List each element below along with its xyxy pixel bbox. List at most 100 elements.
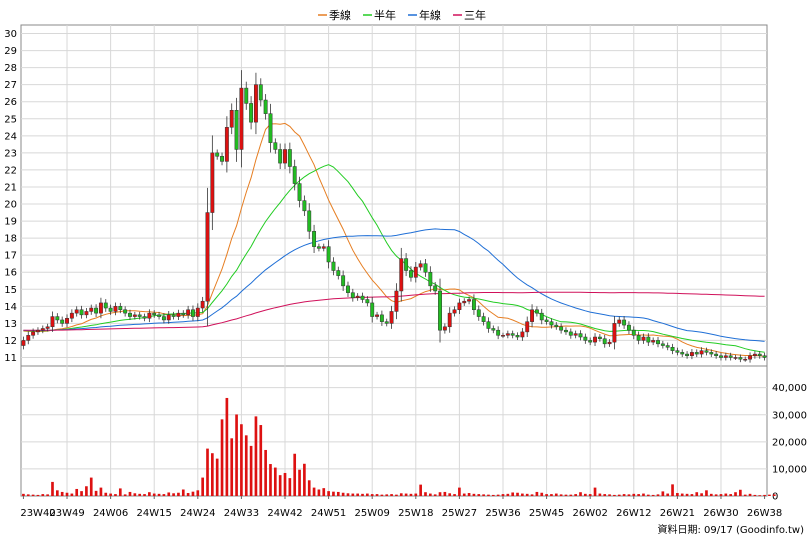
candle: [123, 306, 128, 317]
volume-bar: [264, 449, 267, 496]
x-tick-label: 24W15: [137, 508, 172, 519]
candle: [525, 316, 530, 338]
candle: [331, 257, 336, 276]
candle: [65, 314, 69, 328]
ma-line: [23, 122, 765, 357]
volume-bar: [758, 495, 762, 496]
candle: [186, 305, 191, 319]
candle: [476, 305, 481, 321]
candle: [428, 266, 433, 292]
volume-bar: [588, 494, 592, 496]
ma-line: [23, 291, 765, 331]
candle: [510, 330, 515, 339]
volume-bar: [559, 494, 563, 496]
volume-bar: [143, 494, 146, 496]
legend-label: 年線: [419, 8, 441, 22]
x-tick-label: 26W12: [616, 508, 651, 519]
candle: [31, 328, 36, 339]
volume-bar: [240, 424, 243, 496]
volume-bar: [748, 493, 752, 496]
volume-bar: [608, 494, 611, 496]
candle: [496, 326, 501, 340]
candle: [549, 318, 554, 329]
volume-bar: [525, 493, 529, 496]
volume-bar: [75, 488, 79, 496]
price-tick-label: 25: [4, 114, 17, 125]
candle: [79, 305, 84, 319]
candle: [45, 323, 50, 332]
legend-label: 季線: [329, 8, 351, 22]
candle: [442, 323, 447, 334]
volume-bar: [51, 481, 54, 496]
volume-bar: [162, 494, 166, 496]
price-tick-label: 29: [4, 46, 17, 57]
volume-bar: [695, 492, 699, 496]
candle: [471, 294, 476, 315]
volume-bar: [414, 493, 418, 496]
x-tick-label: 25W45: [529, 508, 564, 519]
volume-bar: [196, 490, 200, 496]
candle: [128, 309, 132, 320]
volume-bar: [60, 491, 64, 496]
candle: [283, 143, 287, 170]
candle: [665, 342, 670, 351]
candle: [157, 311, 162, 320]
volume-bar: [438, 492, 442, 496]
candle: [142, 313, 147, 322]
price-tick-label: 14: [4, 302, 17, 313]
volume-gridlines: [21, 366, 767, 496]
volume-bar: [70, 493, 74, 496]
candle: [384, 318, 389, 327]
volume-bar: [85, 486, 88, 496]
volume-bar: [80, 491, 83, 496]
volume-bar: [768, 494, 771, 496]
volume-bar: [584, 493, 587, 496]
volume-bar: [312, 487, 316, 496]
volume-bar: [467, 493, 471, 496]
candle: [452, 306, 457, 317]
volume-bar: [211, 453, 214, 496]
price-tick-label: 27: [4, 80, 17, 91]
volume-bar: [477, 494, 481, 496]
candle: [641, 333, 646, 344]
candle: [84, 308, 89, 319]
candle: [36, 327, 40, 335]
candle: [200, 296, 205, 313]
x-tick-label: 24W24: [180, 508, 215, 519]
volume-bar: [593, 487, 597, 496]
candle: [612, 316, 617, 350]
volume-bar: [317, 489, 321, 496]
x-tick-label: 26W21: [660, 508, 695, 519]
candle: [341, 270, 346, 291]
candle: [748, 352, 752, 363]
candle: [689, 348, 694, 360]
volume-bar: [351, 493, 355, 496]
price-tick-label: 23: [4, 148, 17, 159]
candle: [413, 261, 418, 283]
candle: [355, 293, 360, 301]
candle: [733, 354, 738, 361]
volume-bar: [206, 448, 209, 496]
volume-bar: [186, 493, 190, 496]
volume-bar: [138, 493, 142, 496]
volume-bar: [705, 490, 708, 496]
candle: [617, 316, 622, 327]
candle: [409, 266, 413, 282]
volume-tick-label: 10,000: [772, 464, 807, 475]
volume-bar: [123, 494, 127, 496]
x-tick-label: 25W27: [442, 508, 477, 519]
x-tick-label: 25W09: [355, 508, 390, 519]
candle: [559, 323, 564, 334]
candle: [447, 307, 452, 333]
volume-bar: [491, 494, 495, 496]
volume-bar: [298, 469, 301, 496]
candle: [370, 296, 375, 323]
volume-bar: [41, 494, 45, 496]
candle: [239, 70, 244, 168]
volume-bar: [642, 493, 645, 496]
candle: [583, 333, 588, 344]
candle: [176, 309, 181, 320]
volume-bar: [462, 493, 466, 496]
price-tick-label: 15: [4, 285, 17, 296]
